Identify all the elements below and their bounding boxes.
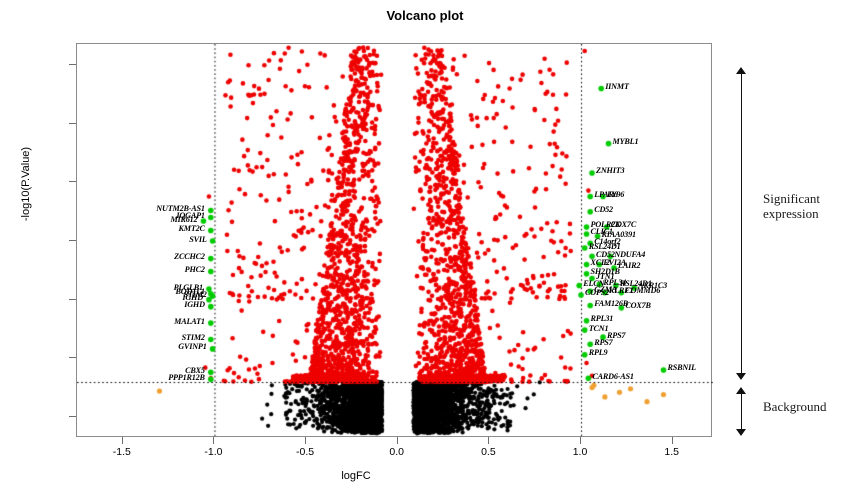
gene-label: RSBNIL [667,363,697,373]
background-label: Background [763,399,827,414]
gene-label: ZNHIT3 [596,166,625,176]
gene-label: RPS7 [607,330,626,340]
gene-label: EVI2A [603,257,627,267]
x-tick-label: -0.5 [296,446,315,458]
y-tick-mark [69,415,76,417]
gene-label: COX7B [625,301,651,311]
gene-label: IGHD [184,300,205,310]
y-axis-label: -log10(P.Value) [20,146,32,222]
y-tick-mark [69,240,76,241]
gene-label: SVIL [189,234,207,244]
gene-label: COX7C [610,220,637,230]
y-tick-mark [69,181,76,183]
gene-label: COPS2 [585,288,610,298]
gene-label: COMMD6 [625,286,661,296]
gene-label: MALAT1 [174,316,205,326]
background-arrow-line [741,393,742,429]
x-tick-label: 0.0 [389,446,405,458]
gene-label: PPP1R12B [168,372,205,382]
gene-label: ZCCHC2 [174,252,205,262]
x-tick-mark [671,437,673,444]
gene-label: IINMT [605,82,629,92]
gene-label: RPS7 [594,337,613,347]
x-tick-mark [213,437,215,444]
gene-label: STIM2 [181,333,205,342]
y-tick-mark [69,64,76,66]
gene-label: POLR2K [590,220,621,230]
gene-label: SH2D1B [590,267,620,277]
side-annotations: Significant expression Background [718,43,850,437]
x-tick-mark [305,437,307,444]
gene-label: XCL2 [590,257,610,267]
gene-label: CBX5 [185,365,205,375]
gene-label: ELCN [583,279,605,289]
scatter-canvas [77,44,713,438]
significant-expression-line2: expression [763,206,819,221]
x-tick-label: -1.5 [112,446,131,458]
y-tick-mark [69,298,76,300]
gene-label: STIM2 [183,289,207,299]
x-axis-label: logFC [341,470,371,482]
x-tick-mark [396,437,398,444]
y-tick-mark [69,357,76,359]
gene-label: CD52 [596,249,615,259]
x-tick-label: 0.5 [481,446,496,458]
gene-label: KIAA0391 [601,229,637,239]
gene-label: MYBL1 [612,137,639,147]
gene-label: PHC2 [184,264,205,274]
x-tick-label: -1.0 [204,446,223,458]
gene-label: RPL9 [588,348,608,358]
gene-label: CD52 [594,205,613,215]
gene-label: LAIR2 [618,261,641,271]
gene-label: FAM126B [594,298,628,308]
gene-label: RPL34 [603,277,627,287]
gene-label: IQGAP1 [176,211,205,221]
gene-label: C14orf2 [594,236,621,246]
x-tick-mark [580,437,582,444]
gene-label: LPAR6 [594,189,618,199]
gene-label: NUTM2B-AS1 [156,204,205,213]
significant-arrow-head-bottom [736,373,746,380]
gene-label: RSL24D1 [619,279,652,289]
gene-label: AKR1C3 [638,281,668,291]
gene-label: KLRF1 [608,286,634,296]
x-tick-label: 1.5 [664,446,679,458]
gene-label: TCN1 [588,323,609,333]
significant-arrow-line [741,73,742,373]
page-title: Volcano plot [386,8,464,23]
gene-label: BOD1L1 [175,287,205,297]
gene-label: IGHD [182,293,203,303]
significant-expression-label: Significant expression [763,191,820,221]
gene-label: KMT2C [178,223,205,233]
background-arrow-head-bottom [736,429,746,436]
significant-expression-line1: Significant [763,191,821,206]
background-arrow-head-top [736,387,746,394]
gene-label: NDUFA4 [614,249,646,259]
gene-label: LY96 [607,189,625,199]
gene-label: MIR612 [170,214,198,224]
y-tick-mark [69,122,76,124]
x-tick-mark [121,437,123,444]
gene-label: CLIC1 [590,227,613,237]
gene-label: JTN1 [596,272,615,282]
x-tick-mark [488,437,490,444]
significant-arrow-head-top [736,67,746,74]
x-tick-label: 1.0 [572,446,588,458]
gene-label: GVINP1 [178,342,207,352]
gene-label: PLGLB1 [173,282,203,292]
gene-label: GZMA [594,284,618,294]
gene-label: RPL31 [590,314,614,324]
plot-area [76,43,713,438]
gene-label: CARD6-AS1 [592,371,634,381]
gene-label: RSL24D1 [588,241,621,251]
